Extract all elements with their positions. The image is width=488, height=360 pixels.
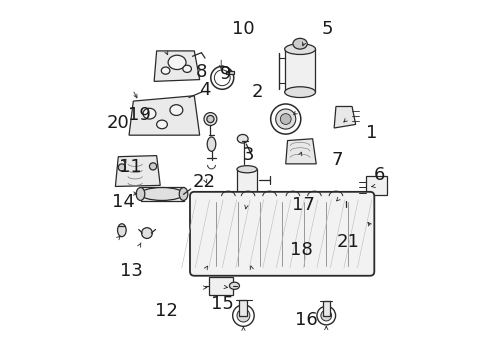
Ellipse shape — [214, 70, 230, 86]
Text: 22: 22 — [192, 173, 215, 191]
Bar — [209, 277, 232, 295]
Ellipse shape — [270, 104, 300, 134]
Ellipse shape — [183, 65, 191, 72]
Text: 16: 16 — [294, 311, 317, 329]
Text: 13: 13 — [120, 262, 142, 280]
Polygon shape — [129, 96, 199, 135]
Text: 5: 5 — [321, 21, 332, 39]
Ellipse shape — [237, 309, 249, 322]
Ellipse shape — [156, 120, 167, 129]
Text: 2: 2 — [251, 83, 262, 101]
Ellipse shape — [136, 188, 144, 201]
Text: 7: 7 — [331, 151, 343, 169]
Bar — [322, 301, 329, 316]
Text: 1: 1 — [366, 125, 377, 143]
Ellipse shape — [237, 166, 257, 173]
Bar — [225, 71, 233, 74]
Ellipse shape — [320, 310, 331, 321]
Ellipse shape — [142, 108, 156, 119]
Polygon shape — [338, 193, 351, 203]
Ellipse shape — [316, 306, 335, 325]
Ellipse shape — [210, 66, 233, 89]
Ellipse shape — [142, 228, 152, 238]
Ellipse shape — [284, 44, 315, 54]
Ellipse shape — [206, 116, 214, 123]
Bar — [239, 300, 247, 316]
Ellipse shape — [207, 137, 215, 151]
Polygon shape — [154, 51, 199, 81]
Ellipse shape — [237, 134, 247, 143]
Ellipse shape — [140, 188, 183, 201]
Ellipse shape — [223, 193, 236, 200]
FancyBboxPatch shape — [190, 192, 373, 276]
Text: 21: 21 — [336, 233, 359, 251]
Ellipse shape — [292, 39, 306, 49]
Ellipse shape — [168, 55, 185, 69]
Text: 9: 9 — [220, 65, 231, 83]
Ellipse shape — [248, 193, 261, 200]
Ellipse shape — [275, 109, 295, 129]
Text: 8: 8 — [195, 63, 207, 81]
Text: 19: 19 — [128, 107, 151, 125]
Text: 20: 20 — [107, 114, 129, 132]
Polygon shape — [333, 107, 355, 128]
Ellipse shape — [280, 114, 290, 125]
Text: 17: 17 — [292, 196, 314, 214]
Ellipse shape — [149, 163, 156, 170]
Ellipse shape — [203, 113, 217, 126]
Bar — [284, 49, 314, 92]
Text: 18: 18 — [289, 241, 312, 259]
Ellipse shape — [179, 188, 187, 201]
Text: 4: 4 — [199, 81, 210, 99]
Ellipse shape — [117, 224, 126, 237]
Ellipse shape — [169, 105, 183, 116]
Ellipse shape — [237, 194, 257, 202]
Text: 11: 11 — [119, 158, 142, 176]
Polygon shape — [285, 139, 316, 164]
Text: 15: 15 — [210, 295, 233, 313]
Text: 10: 10 — [232, 21, 254, 39]
Bar — [366, 176, 386, 195]
Text: 14: 14 — [112, 193, 135, 211]
Ellipse shape — [284, 87, 315, 98]
Ellipse shape — [118, 164, 125, 171]
Polygon shape — [115, 156, 160, 186]
Ellipse shape — [232, 305, 254, 326]
Text: 6: 6 — [372, 166, 384, 184]
Bar — [237, 169, 257, 198]
Ellipse shape — [229, 282, 239, 289]
Ellipse shape — [161, 67, 169, 74]
Text: 3: 3 — [242, 146, 253, 164]
Text: 12: 12 — [155, 302, 178, 320]
Bar — [140, 187, 183, 201]
